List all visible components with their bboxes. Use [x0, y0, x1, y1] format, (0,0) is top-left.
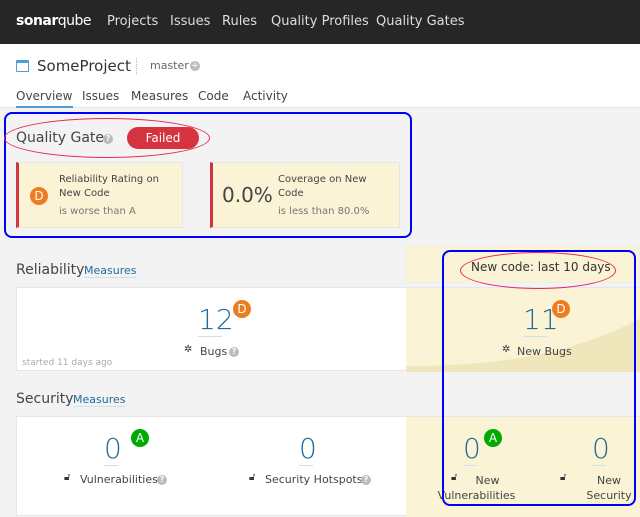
new-bugs-sparkline [406, 318, 640, 372]
security-hotspots-value[interactable]: 0 [299, 432, 317, 466]
new-security-hotspots-label: New Security Hotspots [586, 474, 632, 502]
branch-icon [136, 58, 140, 75]
nav-quality-profiles[interactable]: Quality Profiles [271, 14, 369, 29]
condition-subtitle: is less than 80.0% [278, 206, 370, 217]
branch-name[interactable]: master [150, 59, 189, 72]
project-icon [16, 60, 29, 72]
rating-badge: D [30, 187, 48, 205]
security-title: Security [16, 391, 74, 407]
new-security-hotspots-value[interactable]: 0 [592, 432, 610, 466]
lock-icon: 🔓︎ [451, 472, 458, 483]
bug-icon: ✲ [184, 344, 193, 355]
condition-title: Reliability Rating on New Code [59, 174, 159, 199]
reliability-measures-link[interactable]: Measures [84, 264, 137, 278]
bugs-label: Bugs [200, 345, 228, 358]
nav-quality-gates[interactable]: Quality Gates [376, 14, 465, 29]
nav-projects[interactable]: Projects [107, 14, 159, 29]
project-header [0, 44, 640, 108]
condition-reliability[interactable]: D Reliability Rating on New Code is wors… [16, 162, 183, 228]
help-icon[interactable]: ? [157, 475, 167, 485]
new-code-panel [406, 288, 640, 372]
reliability-card: 12 D ✲ Bugs ? started 11 days ago 11 D ✲… [16, 287, 640, 372]
new-vulnerabilities-rating-badge[interactable]: A [484, 429, 502, 447]
security-card: 0 A 🔓︎ Vulnerabilities ? 0 🔓︎ Security H… [16, 416, 640, 517]
help-icon[interactable]: ? [229, 347, 239, 357]
new-vulnerabilities-label: New Vulnerabilities [437, 474, 516, 502]
started-text: started 11 days ago [22, 358, 113, 368]
vulnerabilities-value[interactable]: 0 [104, 432, 122, 466]
add-branch-icon[interactable]: + [190, 61, 200, 71]
new-bugs-rating-badge[interactable]: D [552, 300, 570, 318]
vulnerabilities-label: Vulnerabilities [80, 473, 158, 486]
condition-coverage[interactable]: 0.0% Coverage on New Code is less than 8… [210, 162, 400, 228]
security-hotspots-label: Security Hotspots [265, 473, 363, 486]
help-icon[interactable]: ? [361, 475, 371, 485]
vulnerabilities-rating-badge[interactable]: A [131, 429, 149, 447]
nav-issues[interactable]: Issues [170, 14, 211, 29]
lock-icon: 🔓︎ [64, 472, 71, 483]
sonarqube-logo[interactable]: sonarqube [16, 13, 92, 29]
bug-icon: ✲ [502, 344, 511, 355]
logo-text: qube [57, 13, 92, 29]
new-bugs-label: New Bugs [517, 345, 572, 358]
tab-measures[interactable]: Measures [131, 89, 189, 103]
logo-text-bold: sonar [16, 13, 58, 29]
condition-value: 0.0% [222, 183, 273, 207]
tab-issues[interactable]: Issues [82, 89, 120, 103]
annotation-ellipse [460, 252, 616, 289]
tab-overview[interactable]: Overview [16, 89, 73, 108]
project-name[interactable]: SomeProject [37, 57, 131, 75]
reliability-title: Reliability [16, 262, 85, 278]
security-measures-link[interactable]: Measures [73, 393, 126, 407]
annotation-box [442, 250, 636, 506]
condition-subtitle: is worse than A [59, 206, 136, 217]
top-navbar [0, 0, 640, 44]
bugs-value[interactable]: 12 [198, 303, 234, 337]
tab-code[interactable]: Code [198, 89, 229, 103]
tab-activity[interactable]: Activity [243, 89, 288, 103]
lock-icon: 🔓︎ [249, 472, 256, 483]
annotation-box [4, 112, 412, 238]
lock-icon: 🔓︎ [560, 472, 567, 483]
annotation-ellipse [4, 118, 210, 158]
nav-rules[interactable]: Rules [222, 14, 258, 29]
condition-title: Coverage on New Code [278, 174, 367, 199]
new-vulnerabilities-value[interactable]: 0 [463, 432, 481, 466]
bugs-rating-badge[interactable]: D [233, 300, 251, 318]
